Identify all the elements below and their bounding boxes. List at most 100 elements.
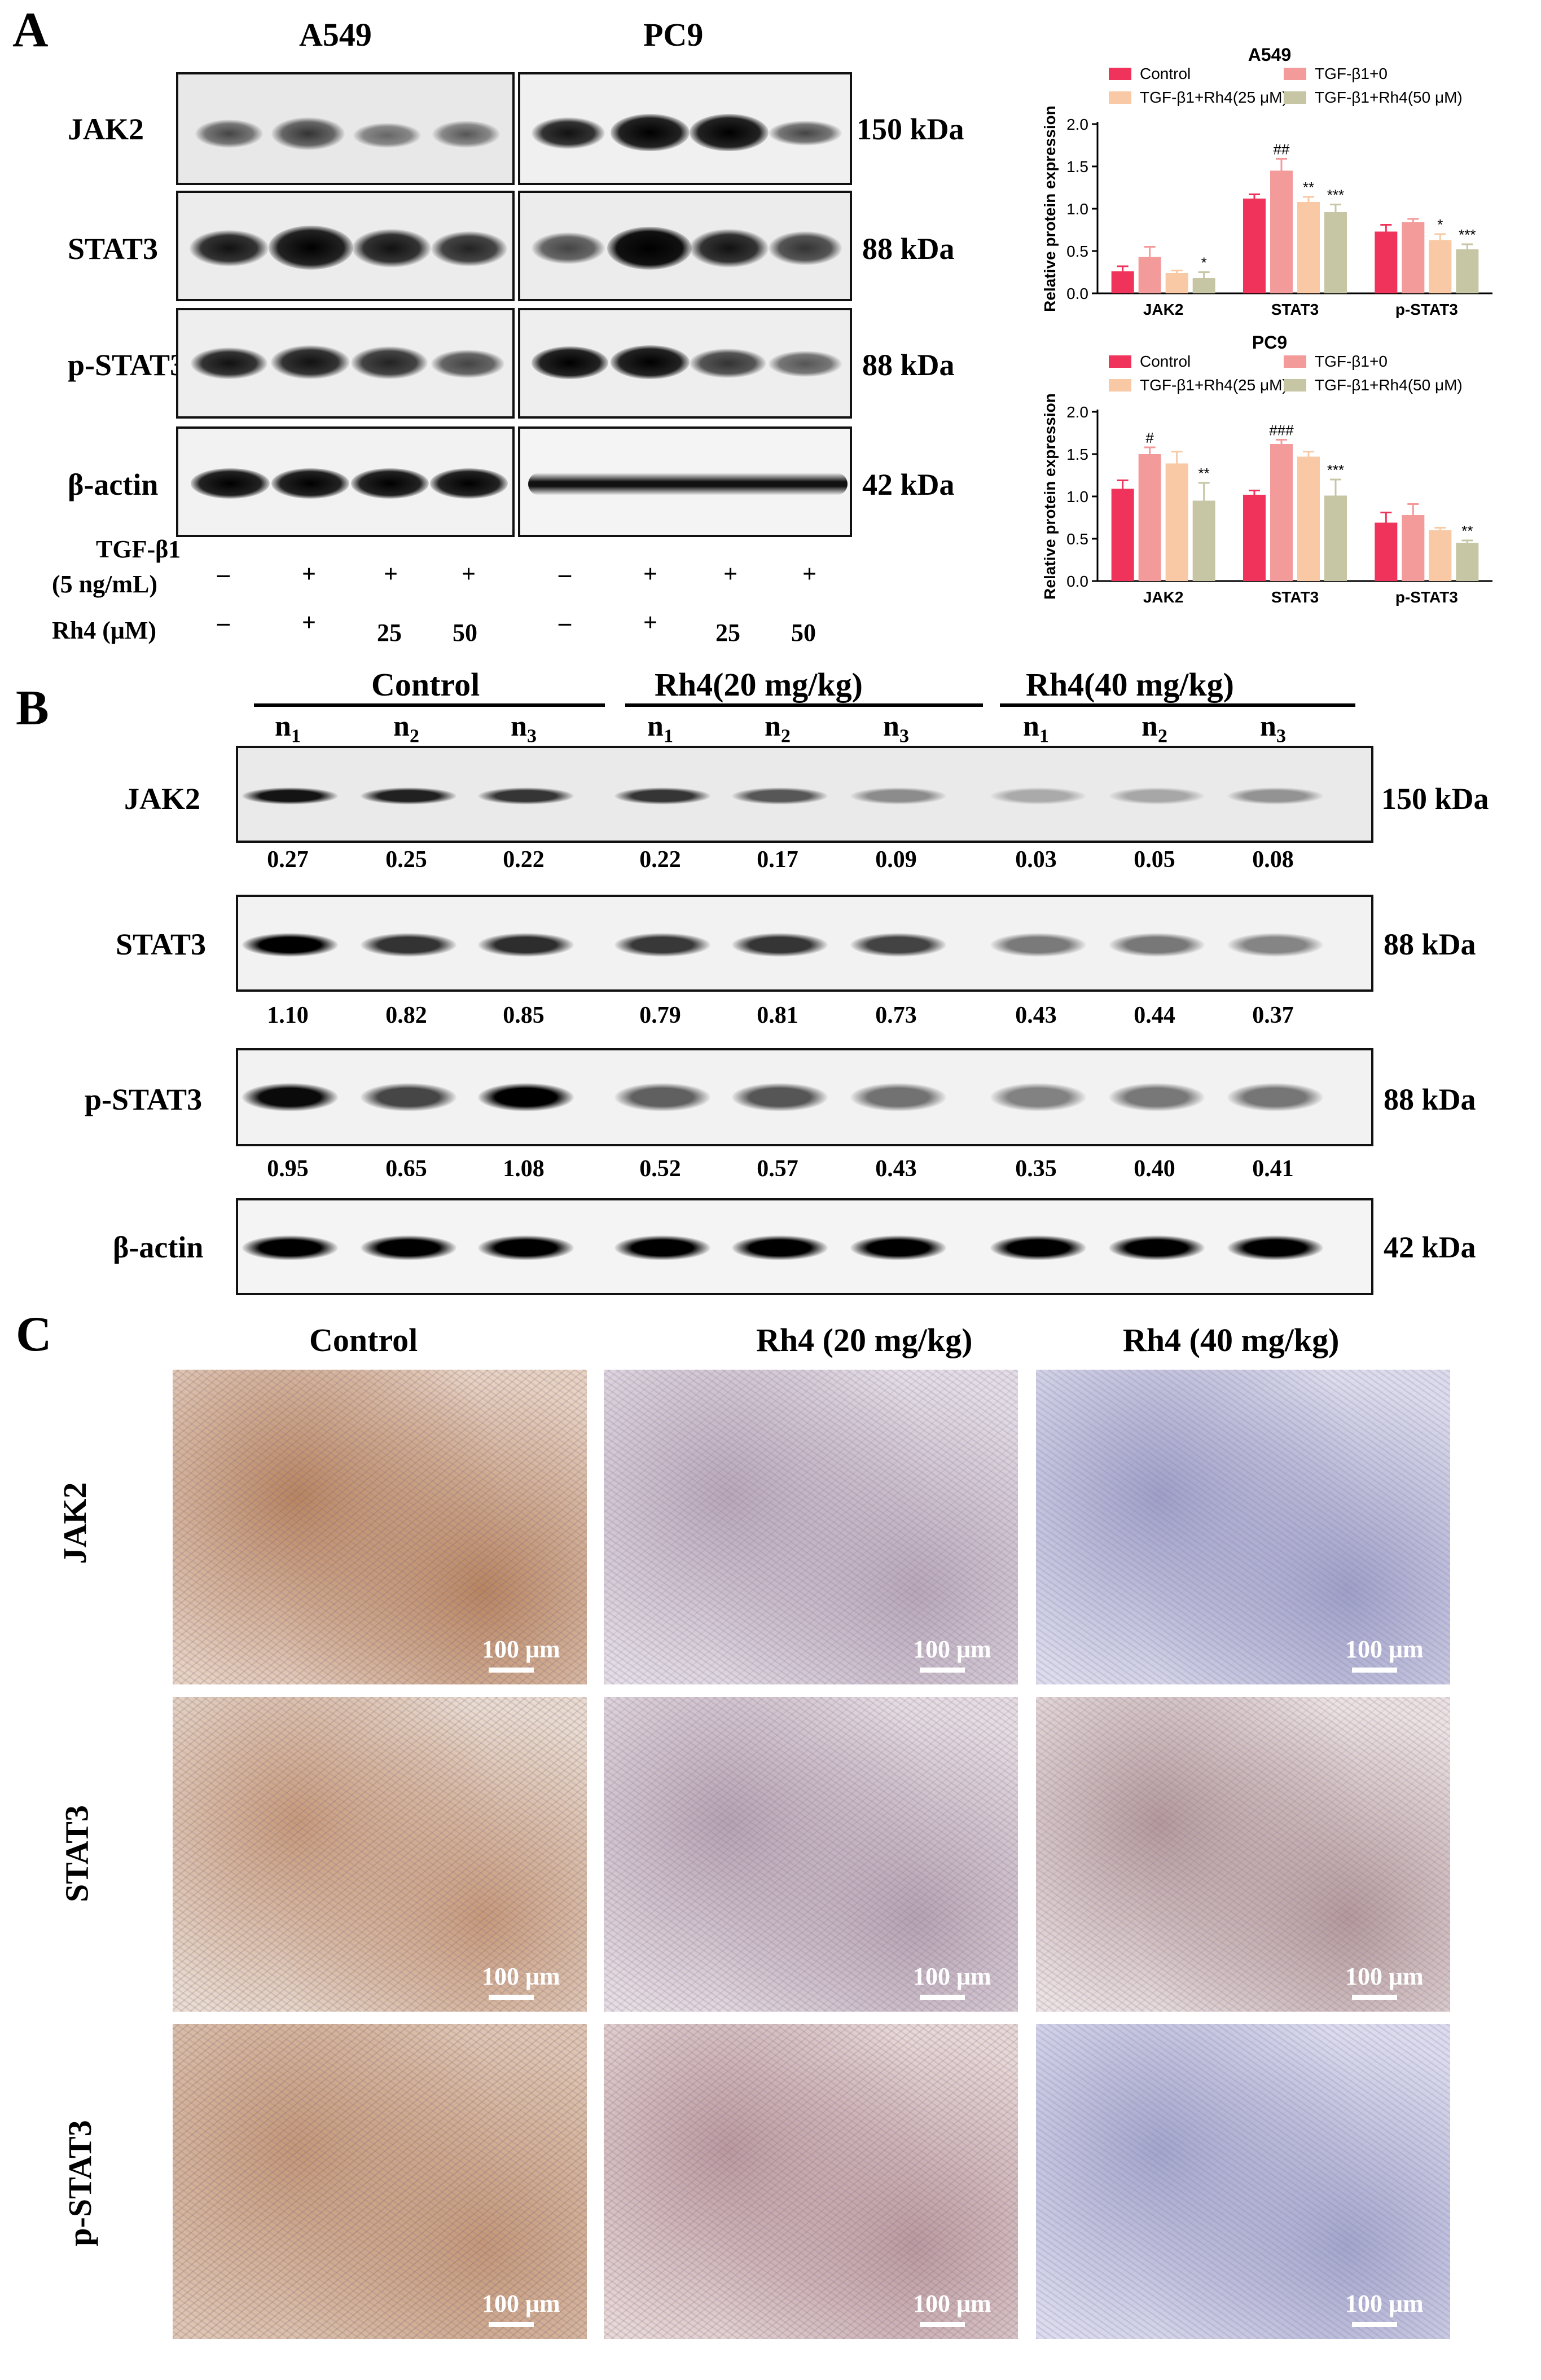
band-row4-lane-6	[850, 1235, 946, 1260]
band-row1-lane-1	[242, 788, 338, 804]
legend-swatch-2	[1284, 68, 1306, 80]
legend-label-4: TGF-β1+Rh4(50 μM)	[1315, 89, 1463, 106]
panel-b-kda-jak2: 150 kDa	[1381, 782, 1489, 816]
b-stat3-blot	[236, 895, 1373, 992]
band-row3-lane-8	[1109, 1083, 1205, 1111]
panel-b-kda-actin: 42 kDa	[1384, 1230, 1476, 1264]
value-jak2-lane-4: 0.22	[639, 847, 681, 873]
value-p-stat3-lane-7: 0.35	[1015, 1156, 1057, 1182]
value-stat3-lane-6: 0.73	[875, 1002, 917, 1028]
scale-label: 100 μm	[482, 1635, 560, 1663]
ihc-jak2-2: 100 μm	[604, 1370, 1018, 1684]
scale-label: 100 μm	[913, 1963, 991, 1990]
panel-a-letter: A	[12, 3, 49, 58]
b-group-line-rh4-20	[625, 703, 983, 707]
band-row2-lane-2	[361, 933, 456, 957]
bar-p-stat3-2	[1402, 515, 1425, 581]
panel-a-label-pstat3: p-STAT3	[68, 348, 186, 382]
band-row3-lane-1	[242, 1083, 338, 1111]
band-row1-lane-2	[361, 788, 456, 804]
x-tick-label: STAT3	[1271, 301, 1319, 318]
tgf-a549-2: +	[302, 560, 317, 588]
panel-a-kda-actin: 42 kDa	[862, 468, 955, 501]
panel-b-label-stat3: STAT3	[116, 927, 207, 961]
b-group-control: Control	[371, 666, 480, 703]
y-tick-label: 1.5	[1066, 446, 1088, 463]
value-stat3-lane-8: 0.44	[1134, 1002, 1175, 1028]
pc9-actin-blot	[518, 426, 852, 537]
legend-label-2: TGF-β1+0	[1315, 65, 1388, 82]
bar-stat3-2	[1270, 444, 1293, 581]
y-tick-label: 0.0	[1066, 573, 1088, 590]
a549-actin-blot	[176, 426, 515, 537]
x-tick-label: JAK2	[1143, 588, 1184, 606]
tgf-a549-4: +	[462, 560, 476, 588]
bar-p-stat3-1	[1375, 522, 1398, 581]
bar-jak2-2	[1138, 454, 1161, 581]
significance-mark: **	[1461, 522, 1473, 539]
bar-stat3-1	[1243, 495, 1266, 581]
scale-bar	[1352, 2322, 1397, 2327]
scale-bar	[489, 2322, 534, 2327]
band-row3-lane-7	[990, 1083, 1086, 1111]
value-stat3-lane-3: 0.85	[503, 1002, 545, 1028]
band-row4-lane-5	[732, 1235, 828, 1260]
tgf-pc9-3: +	[723, 560, 738, 588]
treatment-tgf-conc: (5 ng/mL)	[52, 570, 157, 598]
significance-mark: ***	[1459, 226, 1476, 243]
band-row1-lane-3	[478, 788, 574, 804]
value-jak2-lane-2: 0.25	[385, 847, 427, 873]
band-row2-lane-7	[990, 933, 1086, 957]
band-row2-lane-8	[1109, 933, 1205, 957]
b-group-rh4-20: Rh4(20 mg/kg)	[655, 666, 863, 703]
ihc-p-stat3-1: 100 μm	[173, 2024, 587, 2339]
value-jak2-lane-3: 0.22	[503, 847, 545, 873]
lane-label-7: n1	[1023, 710, 1049, 747]
lane-label-4: n1	[647, 710, 673, 747]
c-col-rh4-40: Rh4 (40 mg/kg)	[1123, 1322, 1340, 1358]
value-stat3-lane-4: 0.79	[639, 1002, 681, 1028]
scale-bar	[489, 1995, 534, 2000]
legend-swatch-1	[1109, 355, 1131, 368]
scale-label: 100 μm	[913, 1635, 991, 1663]
scale-label: 100 μm	[1345, 1963, 1424, 1990]
pc9-stat3-blot	[518, 191, 852, 301]
ihc-stat3-3: 100 μm	[1036, 1697, 1450, 2012]
bar-stat3-3	[1297, 456, 1320, 581]
y-tick-label: 0.5	[1066, 530, 1088, 548]
band-row1-lane-9	[1227, 788, 1323, 804]
band-row2-lane-9	[1227, 933, 1323, 957]
b-jak2-blot	[236, 746, 1373, 843]
significance-mark: *	[1201, 254, 1207, 271]
bar-stat3-4	[1324, 495, 1347, 581]
panel-a-kda-jak2: 150 kDa	[857, 112, 964, 146]
significance-mark: ***	[1327, 461, 1344, 478]
scale-bar	[920, 1995, 965, 2000]
x-tick-label: JAK2	[1143, 301, 1184, 318]
band-row4-lane-2	[361, 1235, 456, 1260]
rh4-pc9-1: –	[559, 609, 571, 636]
x-tick-label: STAT3	[1271, 588, 1319, 606]
ihc-stat3-2: 100 μm	[604, 1697, 1018, 2012]
bar-p-stat3-2	[1402, 222, 1425, 293]
value-p-stat3-lane-9: 0.41	[1252, 1156, 1294, 1182]
scale-label: 100 μm	[913, 2290, 991, 2317]
lane-label-9: n3	[1260, 710, 1286, 747]
band-row3-lane-4	[614, 1083, 710, 1111]
panel-b-kda-pstat3: 88 kDa	[1384, 1083, 1476, 1116]
b-group-rh4-40: Rh4(40 mg/kg)	[1026, 666, 1234, 703]
x-tick-label: p-STAT3	[1395, 301, 1458, 318]
a549-stat3-blot	[176, 191, 515, 301]
bar-jak2-1	[1111, 489, 1134, 581]
scale-bar	[1352, 1995, 1397, 2000]
band-row1-lane-5	[732, 788, 828, 804]
legend-label-3: TGF-β1+Rh4(25 μM)	[1140, 89, 1288, 106]
bar-jak2-4	[1192, 278, 1215, 293]
scale-bar	[489, 1668, 534, 1673]
y-tick-label: 1.0	[1066, 488, 1088, 505]
legend-label-1: Control	[1140, 65, 1191, 82]
rh4-pc9-3: 25	[715, 619, 740, 646]
value-jak2-lane-7: 0.03	[1015, 847, 1057, 873]
lane-label-2: n2	[393, 710, 419, 747]
scale-label: 100 μm	[482, 2290, 560, 2317]
